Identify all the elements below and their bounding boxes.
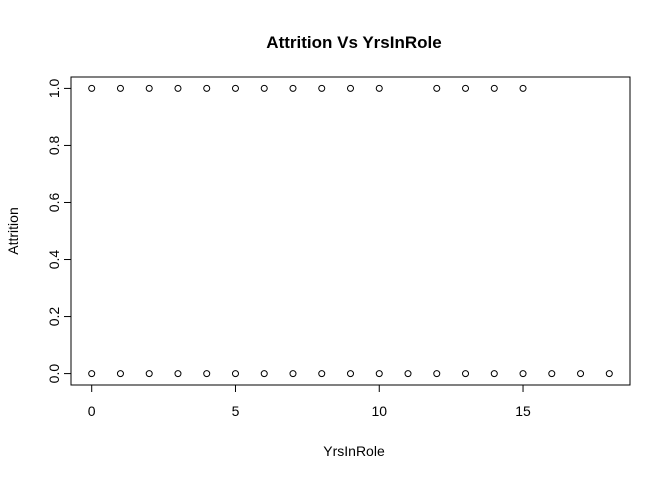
data-point bbox=[433, 370, 441, 378]
y-tick-label: 1.0 bbox=[46, 78, 62, 98]
data-point bbox=[347, 84, 354, 92]
data-point bbox=[404, 370, 412, 378]
x-axis: 0 5 10 15 bbox=[88, 384, 531, 419]
data-point bbox=[318, 84, 326, 92]
x-tick-label: 10 bbox=[371, 403, 387, 419]
data-point bbox=[548, 370, 556, 378]
data-point bbox=[519, 84, 527, 92]
data-point bbox=[174, 370, 182, 378]
y-tick-label: 0.8 bbox=[46, 136, 62, 156]
data-point bbox=[203, 370, 211, 378]
y-tick-label: 0.6 bbox=[46, 193, 62, 213]
x-tick-label: 0 bbox=[88, 403, 96, 419]
y-tick-label: 0.0 bbox=[46, 364, 62, 384]
y-tick-label: 0.4 bbox=[46, 250, 62, 270]
data-point bbox=[174, 84, 182, 92]
y-tick-label: 0.2 bbox=[46, 307, 62, 327]
data-point bbox=[116, 370, 124, 378]
data-point bbox=[260, 370, 268, 378]
data-point bbox=[490, 84, 498, 92]
data-point bbox=[577, 370, 585, 378]
data-point bbox=[231, 84, 239, 92]
data-point bbox=[347, 370, 354, 378]
chart-title: Attrition Vs YrsInRole bbox=[266, 33, 441, 52]
plot-frame bbox=[70, 76, 631, 386]
data-point bbox=[490, 370, 498, 378]
data-point bbox=[203, 84, 211, 92]
data-point bbox=[519, 370, 527, 378]
data-point bbox=[318, 370, 326, 378]
data-point bbox=[375, 370, 383, 378]
data-point bbox=[433, 84, 441, 92]
data-point bbox=[145, 84, 153, 92]
data-points bbox=[88, 84, 613, 378]
data-point bbox=[462, 84, 470, 92]
data-point bbox=[289, 84, 297, 92]
data-point bbox=[605, 370, 613, 378]
data-point bbox=[289, 370, 297, 378]
data-point bbox=[260, 84, 268, 92]
data-point bbox=[462, 370, 470, 378]
x-axis-label: YrsInRole bbox=[323, 443, 385, 459]
x-tick-label: 5 bbox=[232, 403, 240, 419]
y-axis-label: Attrition bbox=[5, 207, 21, 254]
data-point bbox=[231, 370, 239, 378]
data-point bbox=[88, 370, 96, 378]
y-axis: 0.0 0.2 0.4 0.6 0.8 1.0 bbox=[46, 78, 72, 384]
x-tick-label: 15 bbox=[515, 403, 531, 419]
data-point bbox=[145, 370, 153, 378]
data-point bbox=[375, 84, 383, 92]
data-point bbox=[88, 84, 96, 92]
data-point bbox=[116, 84, 124, 92]
